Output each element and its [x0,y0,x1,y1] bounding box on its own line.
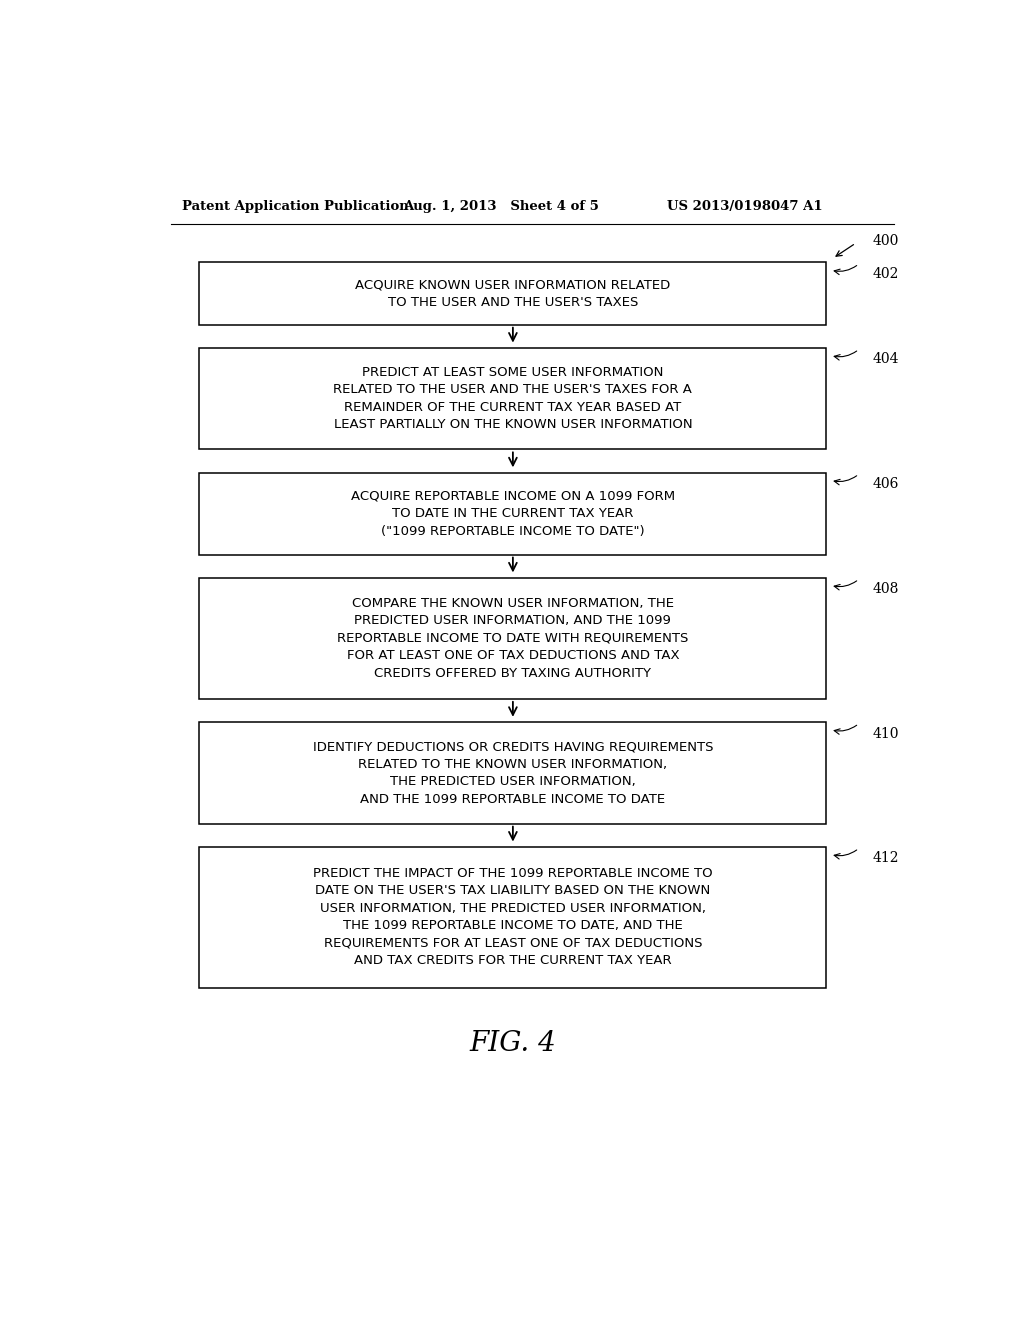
Text: US 2013/0198047 A1: US 2013/0198047 A1 [667,199,822,213]
Bar [200,473,826,554]
Bar [200,578,826,700]
Text: Aug. 1, 2013   Sheet 4 of 5: Aug. 1, 2013 Sheet 4 of 5 [403,199,599,213]
Bar [200,263,826,325]
Text: 410: 410 [872,727,899,741]
Text: 408: 408 [872,582,899,597]
Text: PREDICT AT LEAST SOME USER INFORMATION
RELATED TO THE USER AND THE USER'S TAXES : PREDICT AT LEAST SOME USER INFORMATION R… [334,366,692,432]
Text: ACQUIRE REPORTABLE INCOME ON A 1099 FORM
TO DATE IN THE CURRENT TAX YEAR
("1099 : ACQUIRE REPORTABLE INCOME ON A 1099 FORM… [351,490,675,537]
Text: FIG. 4: FIG. 4 [470,1030,556,1057]
Text: COMPARE THE KNOWN USER INFORMATION, THE
PREDICTED USER INFORMATION, AND THE 1099: COMPARE THE KNOWN USER INFORMATION, THE … [337,597,688,680]
Bar [200,348,826,450]
Text: Patent Application Publication: Patent Application Publication [182,199,409,213]
Text: 400: 400 [872,234,899,248]
Text: 402: 402 [872,267,899,281]
Text: IDENTIFY DEDUCTIONS OR CREDITS HAVING REQUIREMENTS
RELATED TO THE KNOWN USER INF: IDENTIFY DEDUCTIONS OR CREDITS HAVING RE… [312,741,713,805]
Bar [200,722,826,824]
Text: ACQUIRE KNOWN USER INFORMATION RELATED
TO THE USER AND THE USER'S TAXES: ACQUIRE KNOWN USER INFORMATION RELATED T… [355,279,671,309]
Bar [200,847,826,987]
Text: 412: 412 [872,851,899,866]
Text: 406: 406 [872,478,899,491]
Text: 404: 404 [872,352,899,367]
Text: PREDICT THE IMPACT OF THE 1099 REPORTABLE INCOME TO
DATE ON THE USER'S TAX LIABI: PREDICT THE IMPACT OF THE 1099 REPORTABL… [313,867,713,968]
